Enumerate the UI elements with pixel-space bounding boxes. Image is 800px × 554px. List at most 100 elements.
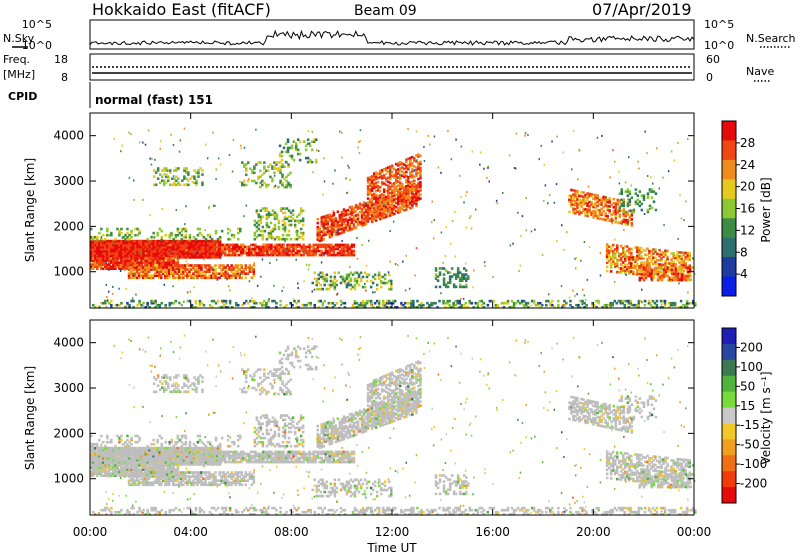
power-cell [138,252,141,255]
power-cell [370,209,374,213]
power-cell [262,251,265,255]
power-cell [690,301,693,305]
velocity-cell [102,452,105,456]
power-cell [620,269,623,272]
power-cell [264,253,267,257]
power-cell [635,306,639,309]
power-cell [112,247,115,251]
power-cell [126,235,129,239]
power-cell [227,238,230,241]
power-cell [268,247,271,251]
power-cell [239,227,242,231]
power-cell [321,301,324,305]
power-cell [442,277,446,280]
velocity-cell [110,452,113,456]
power-cell [218,241,222,245]
power-cell [409,181,412,184]
power-cell [306,253,309,257]
power-cell [150,243,153,247]
power-cell [322,215,325,219]
power-cell [663,224,665,227]
power-cell [438,273,442,276]
power-cell [572,195,575,198]
velocity-cell [128,459,131,462]
power-cell [255,225,259,229]
power-cell [355,279,359,283]
power-cell [336,243,340,247]
velocity-cell [168,452,171,456]
power-cell [141,272,145,275]
velocity-cell [150,452,153,456]
power-cell [336,222,340,226]
power-cell [354,204,358,207]
power-cell [634,246,637,249]
power-cell [299,219,303,223]
power-cell [178,256,182,259]
power-cell [640,246,643,250]
power-cell [399,183,402,187]
power-cell [378,217,382,221]
power-cell [216,272,219,275]
power-cell [626,263,629,267]
power-cell [580,211,583,214]
power-cell [393,182,396,185]
power-cell [170,231,173,235]
power-cell [417,163,420,167]
power-cell [104,250,107,253]
power-cell [134,247,137,251]
power-cell [407,200,410,204]
power-cell [252,249,255,253]
power-cell [644,263,647,267]
velocity-cell [96,450,99,454]
power-cell [389,177,392,181]
power-cell [130,259,133,262]
power-cell [234,247,237,251]
power-cell [169,169,172,172]
power-cell [176,241,180,245]
power-cell [378,190,382,193]
power-cell [186,243,190,247]
power-cell [143,266,147,269]
power-cell [267,299,270,303]
power-cell [156,259,159,262]
power-cell [414,274,416,277]
power-cell [120,263,123,266]
power-cell [413,179,416,183]
velocity-cell [108,454,111,458]
power-cell [98,259,101,262]
power-cell [387,198,390,202]
power-cell [226,264,229,267]
power-cell [358,222,362,226]
power-cell [383,306,387,309]
power-cell [401,207,404,211]
power-cell [329,275,333,279]
power-cell [691,265,693,268]
power-cell [102,259,105,262]
power-cell [648,270,651,273]
power-cell [92,263,95,266]
power-cell [130,261,133,264]
power-cell [632,270,635,274]
power-cell [640,257,643,260]
power-cell [624,190,627,193]
power-cell [353,277,357,281]
power-cell [385,169,388,172]
power-cell [405,160,408,164]
power-cell [156,233,159,237]
power-cell [241,303,244,307]
power-cell [143,276,147,280]
power-cell [283,229,287,233]
power-cell [172,254,175,257]
velocity-cell [112,457,115,460]
power-cell [456,267,460,270]
power-cell [348,245,352,249]
power-cell [372,291,374,294]
power-cell [127,264,131,267]
power-cell [318,249,321,253]
power-cell [360,207,364,211]
power-cell [350,243,354,247]
power-cell [406,301,409,305]
power-cell [597,299,600,303]
power-cell [340,231,344,235]
power-cell [640,208,644,212]
